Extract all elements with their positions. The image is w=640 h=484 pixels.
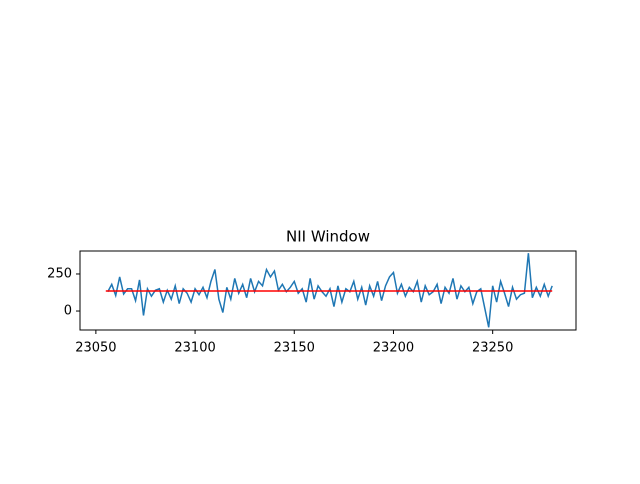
y-tick-label: 250 bbox=[47, 266, 72, 281]
x-tick-label: 23150 bbox=[274, 341, 315, 356]
y-tick-label: 0 bbox=[64, 304, 72, 319]
plot-frame bbox=[79, 250, 577, 331]
x-tick-label: 23250 bbox=[472, 341, 513, 356]
x-tick-label: 23200 bbox=[373, 341, 414, 356]
x-tick-label: 23050 bbox=[75, 341, 116, 356]
x-tick-label: 23100 bbox=[174, 341, 215, 356]
chart-title: NII Window bbox=[286, 228, 370, 246]
